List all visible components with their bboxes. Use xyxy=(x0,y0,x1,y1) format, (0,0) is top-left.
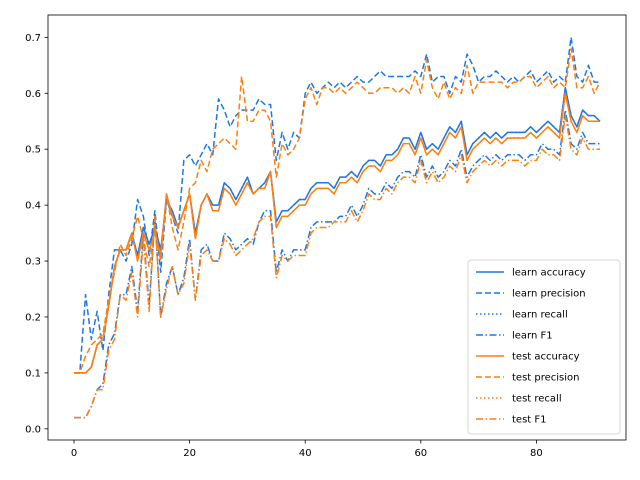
series-line-test-f1 xyxy=(74,114,600,419)
y-tick-label: 0.3 xyxy=(25,257,41,268)
legend-label-test-recall: test recall xyxy=(512,394,562,405)
legend-label-test-accuracy: test accuracy xyxy=(512,352,580,363)
y-axis: 0.0 0.1 0.2 0.3 0.4 0.5 0.6 0.7 xyxy=(25,33,48,435)
y-tick-label: 0.6 xyxy=(25,89,41,100)
x-tick-label: 0 xyxy=(71,448,77,459)
legend-label-learn-f1: learn F1 xyxy=(512,331,553,342)
x-axis: 0 20 40 60 80 xyxy=(71,440,543,459)
y-tick-label: 0.0 xyxy=(25,424,41,435)
legend-label-learn-recall: learn recall xyxy=(512,310,568,321)
y-tick-label: 0.1 xyxy=(25,368,41,379)
legend-label-learn-accuracy: learn accuracy xyxy=(512,268,586,279)
legend-label-learn-precision: learn precision xyxy=(512,289,586,300)
series-line-learn-f1 xyxy=(74,109,600,419)
legend-box xyxy=(467,259,621,435)
x-tick-label: 20 xyxy=(183,448,196,459)
y-tick-label: 0.5 xyxy=(25,145,41,156)
y-tick-label: 0.4 xyxy=(25,201,41,212)
x-tick-label: 60 xyxy=(414,448,427,459)
y-tick-label: 0.2 xyxy=(25,312,41,323)
legend: learn accuracy learn precision learn recal… xyxy=(467,259,621,435)
series-line-test-precision xyxy=(74,47,601,374)
y-tick-label: 0.7 xyxy=(25,33,41,44)
plot-area-frame xyxy=(47,14,627,441)
series-line-learn-precision xyxy=(74,36,600,374)
x-tick-label: 80 xyxy=(530,448,543,459)
legend-label-test-precision: test precision xyxy=(512,373,580,384)
x-tick-label: 40 xyxy=(299,448,312,459)
legend-label-test-f1: test F1 xyxy=(512,415,547,426)
series-layer xyxy=(74,36,601,419)
